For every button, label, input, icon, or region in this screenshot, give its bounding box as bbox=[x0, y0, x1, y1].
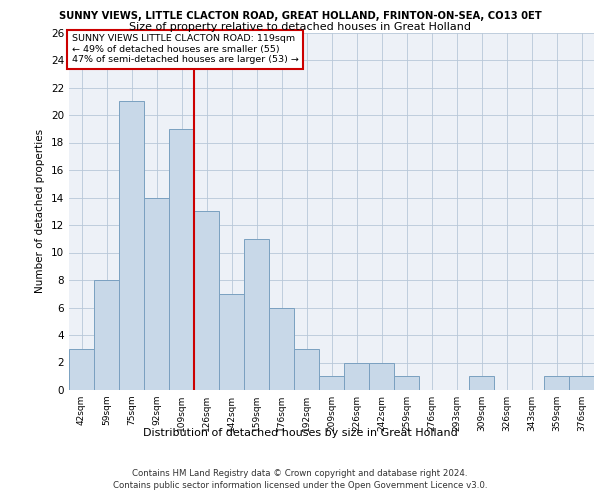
Text: Contains HM Land Registry data © Crown copyright and database right 2024.: Contains HM Land Registry data © Crown c… bbox=[132, 470, 468, 478]
Bar bbox=[69, 349, 94, 390]
Bar bbox=[144, 198, 169, 390]
Text: SUNNY VIEWS, LITTLE CLACTON ROAD, GREAT HOLLAND, FRINTON-ON-SEA, CO13 0ET: SUNNY VIEWS, LITTLE CLACTON ROAD, GREAT … bbox=[59, 11, 541, 21]
Bar bbox=[394, 376, 419, 390]
Bar bbox=[294, 349, 319, 390]
Bar bbox=[119, 102, 144, 390]
Bar bbox=[344, 362, 369, 390]
Bar bbox=[269, 308, 294, 390]
Bar bbox=[569, 376, 594, 390]
Bar bbox=[194, 211, 219, 390]
Bar bbox=[169, 129, 194, 390]
Bar bbox=[544, 376, 569, 390]
Text: Distribution of detached houses by size in Great Holland: Distribution of detached houses by size … bbox=[143, 428, 457, 438]
Y-axis label: Number of detached properties: Number of detached properties bbox=[35, 129, 46, 294]
Bar bbox=[469, 376, 494, 390]
Bar bbox=[94, 280, 119, 390]
Bar bbox=[319, 376, 344, 390]
Text: SUNNY VIEWS LITTLE CLACTON ROAD: 119sqm
← 49% of detached houses are smaller (55: SUNNY VIEWS LITTLE CLACTON ROAD: 119sqm … bbox=[71, 34, 299, 64]
Bar bbox=[219, 294, 244, 390]
Text: Size of property relative to detached houses in Great Holland: Size of property relative to detached ho… bbox=[129, 22, 471, 32]
Bar bbox=[369, 362, 394, 390]
Bar bbox=[244, 239, 269, 390]
Text: Contains public sector information licensed under the Open Government Licence v3: Contains public sector information licen… bbox=[113, 480, 487, 490]
